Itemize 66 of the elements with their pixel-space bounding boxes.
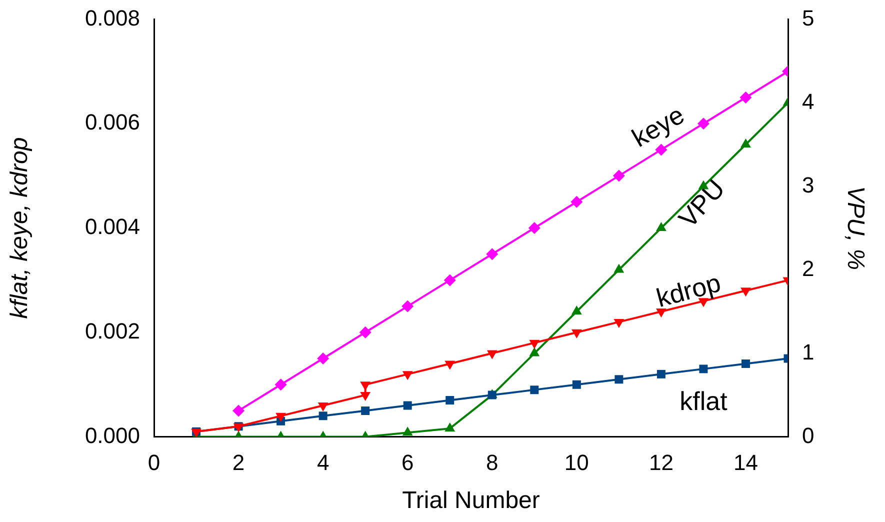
point (740, 138, 751, 148)
point (614, 264, 624, 273)
y-axis-title: kflat, keye, kdrop (6, 137, 34, 319)
point (360, 392, 371, 402)
point (403, 401, 412, 410)
series-label: kflat (680, 386, 728, 416)
point (572, 380, 581, 389)
point (656, 222, 666, 231)
x-tick-label: 2 (232, 450, 245, 476)
point (740, 288, 751, 297)
point (402, 426, 413, 436)
y-tick-label: 0.000 (84, 422, 140, 448)
y2-tick-label: 2 (802, 256, 814, 281)
point (360, 382, 371, 391)
text: keye (626, 99, 690, 153)
point (276, 412, 286, 422)
x-tick-label: 12 (648, 450, 674, 476)
point (570, 196, 583, 208)
y2-tick-label: 3 (802, 172, 814, 198)
x-tick-label: 0 (148, 450, 160, 476)
point (740, 92, 752, 104)
y-tick-label: 0.008 (84, 5, 140, 30)
point (697, 118, 710, 130)
text: kdrop (653, 267, 724, 314)
point (486, 350, 498, 360)
x-tick-label: 14 (733, 450, 758, 476)
y2-axis-title: VPU, % (842, 186, 869, 270)
point (402, 371, 413, 380)
point (571, 306, 582, 315)
y2-tick-label: 4 (802, 88, 814, 114)
point (274, 378, 287, 391)
point (402, 300, 414, 312)
point (444, 274, 456, 286)
point (318, 412, 328, 420)
point (530, 386, 539, 394)
x-tick-label: 6 (401, 450, 414, 476)
x-tick-label: 8 (486, 450, 498, 476)
x-tick-label: 10 (564, 450, 589, 476)
point (656, 370, 666, 378)
point (656, 308, 666, 318)
point (444, 360, 456, 370)
point (612, 170, 625, 182)
point (614, 375, 624, 384)
y-tick-label: 0.004 (84, 214, 140, 240)
point (571, 329, 582, 338)
point (361, 406, 370, 415)
point (486, 248, 498, 260)
point (232, 404, 245, 417)
point (529, 347, 540, 356)
point (529, 340, 540, 349)
y2-tick-label: 5 (802, 5, 814, 30)
point (741, 359, 750, 368)
point (528, 222, 540, 234)
point (614, 318, 624, 328)
point (318, 402, 328, 412)
y-tick-label: 0.002 (84, 318, 140, 344)
point (446, 396, 454, 405)
point (359, 326, 372, 338)
point (444, 422, 456, 432)
y-tick-label: 0.006 (84, 110, 140, 135)
point (317, 352, 330, 364)
y2-tick-label: 0 (802, 422, 814, 448)
y2-tick-label: 1 (802, 339, 814, 364)
x-tick-label: 4 (316, 450, 330, 476)
x-axis-title: Trial Number (402, 487, 540, 514)
point (699, 364, 708, 374)
